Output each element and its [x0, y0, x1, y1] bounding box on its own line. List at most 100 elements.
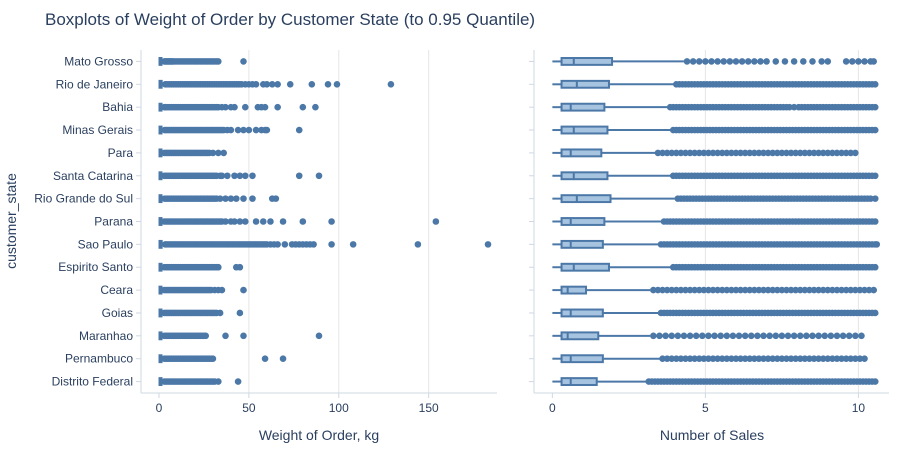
outlier-point: [755, 355, 763, 363]
sales-panel: 0 5 10: [529, 50, 889, 415]
outlier-point: [871, 103, 879, 111]
outlier-point: [689, 58, 697, 65]
outlier-point: [833, 286, 841, 294]
outlier-point: [847, 355, 855, 363]
outlier-point: [737, 149, 744, 157]
outlier-point: [741, 286, 749, 294]
outlier-point: [838, 286, 845, 294]
outlier-point: [654, 149, 662, 157]
outlier-point: [751, 286, 758, 294]
outlier-point: [224, 172, 231, 180]
outlier-point: [310, 241, 317, 248]
outlier-point: [829, 149, 836, 157]
outlier-point: [680, 332, 688, 340]
outlier-point: [315, 172, 323, 180]
outlier-point: [682, 149, 689, 157]
outlier-point: [236, 218, 244, 225]
outlier-point: [267, 218, 274, 225]
y-tick-label: Espirito Santo: [58, 260, 133, 274]
outlier-point: [787, 355, 795, 363]
x-tick-label: 10: [852, 401, 866, 415]
outlier-point: [729, 332, 737, 340]
outlier-point: [852, 286, 859, 294]
outlier-point: [751, 355, 758, 363]
outlier-point: [723, 332, 731, 340]
outlier-point: [769, 355, 777, 363]
outlier-point: [796, 286, 804, 294]
outlier-point: [852, 332, 859, 340]
outlier-point: [726, 58, 734, 65]
outlier-point: [236, 309, 244, 317]
box: [560, 57, 614, 66]
outlier-point: [873, 241, 881, 248]
outlier-point: [240, 58, 247, 65]
outlier-point: [718, 149, 726, 157]
outlier-point: [677, 149, 685, 157]
outlier-point: [718, 286, 726, 294]
outlier-point: [216, 309, 224, 317]
outlier-point: [845, 332, 853, 340]
outlier-point: [871, 309, 879, 317]
outlier-point: [708, 58, 715, 65]
outlier-point: [819, 149, 827, 157]
outlier-point: [240, 332, 247, 340]
outlier-point: [839, 332, 847, 340]
x-tick-label: 50: [242, 401, 256, 415]
outlier-point: [236, 172, 244, 180]
x-tick-label: 100: [329, 401, 349, 415]
box: [560, 217, 606, 226]
y-tick-label: Ceara: [100, 283, 133, 297]
outlier-point: [772, 332, 780, 340]
outlier-point: [778, 332, 786, 340]
box: [560, 125, 609, 135]
outlier-point: [241, 172, 249, 180]
outlier-point: [222, 332, 229, 340]
outlier-point: [760, 332, 767, 340]
outlier-point: [268, 81, 276, 88]
outlier-point: [829, 286, 836, 294]
outlier-point: [295, 126, 303, 134]
y-tick-label: Bahia: [102, 100, 133, 114]
outlier-point: [871, 172, 879, 180]
y-tick-label: Santa Catarina: [53, 169, 133, 183]
outlier-point: [751, 149, 758, 157]
outlier-point: [295, 172, 303, 180]
outlier-point: [659, 149, 666, 157]
outlier-point: [663, 149, 671, 157]
outlier-point: [673, 149, 680, 157]
outlier-point: [838, 149, 845, 157]
outlier-point: [709, 149, 717, 157]
outlier-point: [315, 332, 323, 340]
outlier-point: [215, 263, 222, 271]
outlier-point: [870, 58, 877, 65]
outlier-point: [871, 218, 879, 225]
outlier-point: [732, 286, 740, 294]
outlier-point: [738, 58, 746, 65]
outlier-point: [659, 355, 666, 363]
outlier-point: [700, 355, 708, 363]
outlier-point: [792, 286, 799, 294]
outlier-point: [387, 81, 395, 88]
x-tick-label: 0: [156, 401, 163, 415]
weight-panel: 0 50 100 150 Mato Grosso Rio de Janeiro Bahia M…: [34, 50, 497, 415]
outlier-point: [778, 355, 786, 363]
outlier-point: [778, 286, 786, 294]
outlier-point: [677, 355, 685, 363]
outlier-point: [790, 58, 798, 65]
outlier-point: [746, 149, 754, 157]
y-tick-label: Distrito Federal: [52, 375, 133, 389]
outlier-point: [737, 286, 744, 294]
outlier-point: [769, 286, 777, 294]
outlier-point: [699, 332, 706, 340]
y-tick-label: Goias: [102, 306, 133, 320]
outlier-point: [695, 149, 703, 157]
outlier-point: [861, 286, 868, 294]
outlier-point: [695, 58, 703, 65]
outlier-point: [781, 58, 789, 65]
outlier-point: [683, 58, 691, 65]
outlier-point: [650, 286, 657, 294]
outlier-point: [700, 149, 708, 157]
outlier-point: [757, 58, 764, 65]
outlier-point: [787, 286, 795, 294]
